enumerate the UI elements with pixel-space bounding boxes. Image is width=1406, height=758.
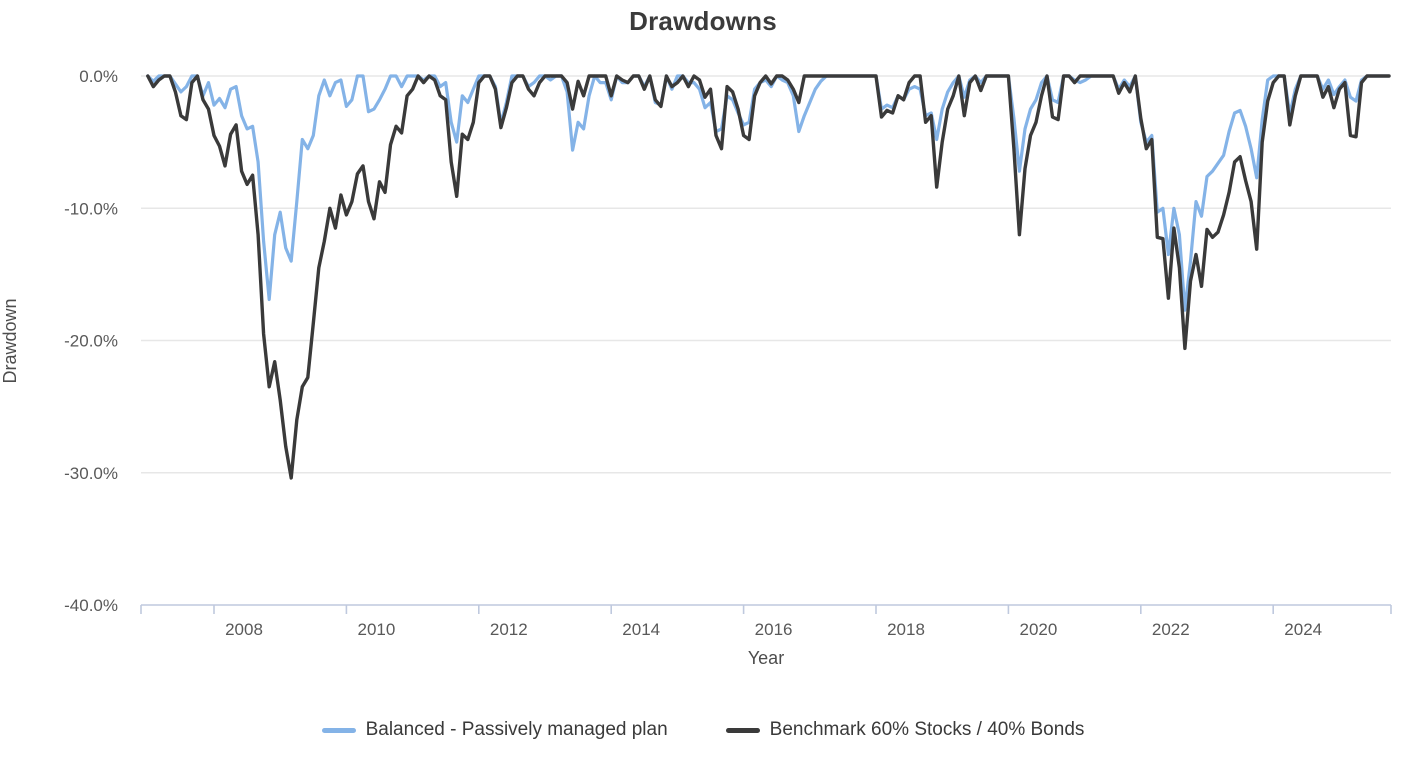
x-tick-label: 2016 (755, 620, 793, 639)
chart-legend: Balanced - Passively managed plan Benchm… (0, 719, 1406, 741)
x-tick-label: 2018 (887, 620, 925, 639)
series-line-balanced (146, 74, 1391, 312)
x-tick-label: 2014 (622, 620, 660, 639)
x-tick-label: 2020 (1019, 620, 1057, 639)
x-axis-title: Year (747, 648, 785, 668)
legend-label-benchmark: Benchmark 60% Stocks / 40% Bonds (769, 719, 1085, 740)
y-tick-label: -10.0% (64, 199, 118, 218)
y-tick-label: 0.0% (79, 67, 118, 86)
y-tick-label: -40.0% (64, 596, 118, 615)
x-tick-label: 2024 (1284, 620, 1322, 639)
y-tick-label: -20.0% (64, 332, 118, 351)
y-tick-label: -30.0% (64, 464, 118, 483)
x-tick-label: 2010 (357, 620, 395, 639)
series-line-benchmark (146, 74, 1391, 480)
legend-item-benchmark[interactable]: Benchmark 60% Stocks / 40% Bonds (725, 719, 1085, 741)
legend-label-balanced: Balanced - Passively managed plan (365, 719, 668, 740)
balanced-series-swatch (321, 727, 356, 733)
x-tick-label: 2008 (225, 620, 263, 639)
chart-title: Drawdowns (629, 6, 777, 36)
x-tick-label: 2012 (490, 620, 528, 639)
legend-item-balanced[interactable]: Balanced - Passively managed plan (321, 719, 668, 741)
benchmark-series-swatch (725, 727, 760, 733)
x-tick-label: 2022 (1152, 620, 1190, 639)
